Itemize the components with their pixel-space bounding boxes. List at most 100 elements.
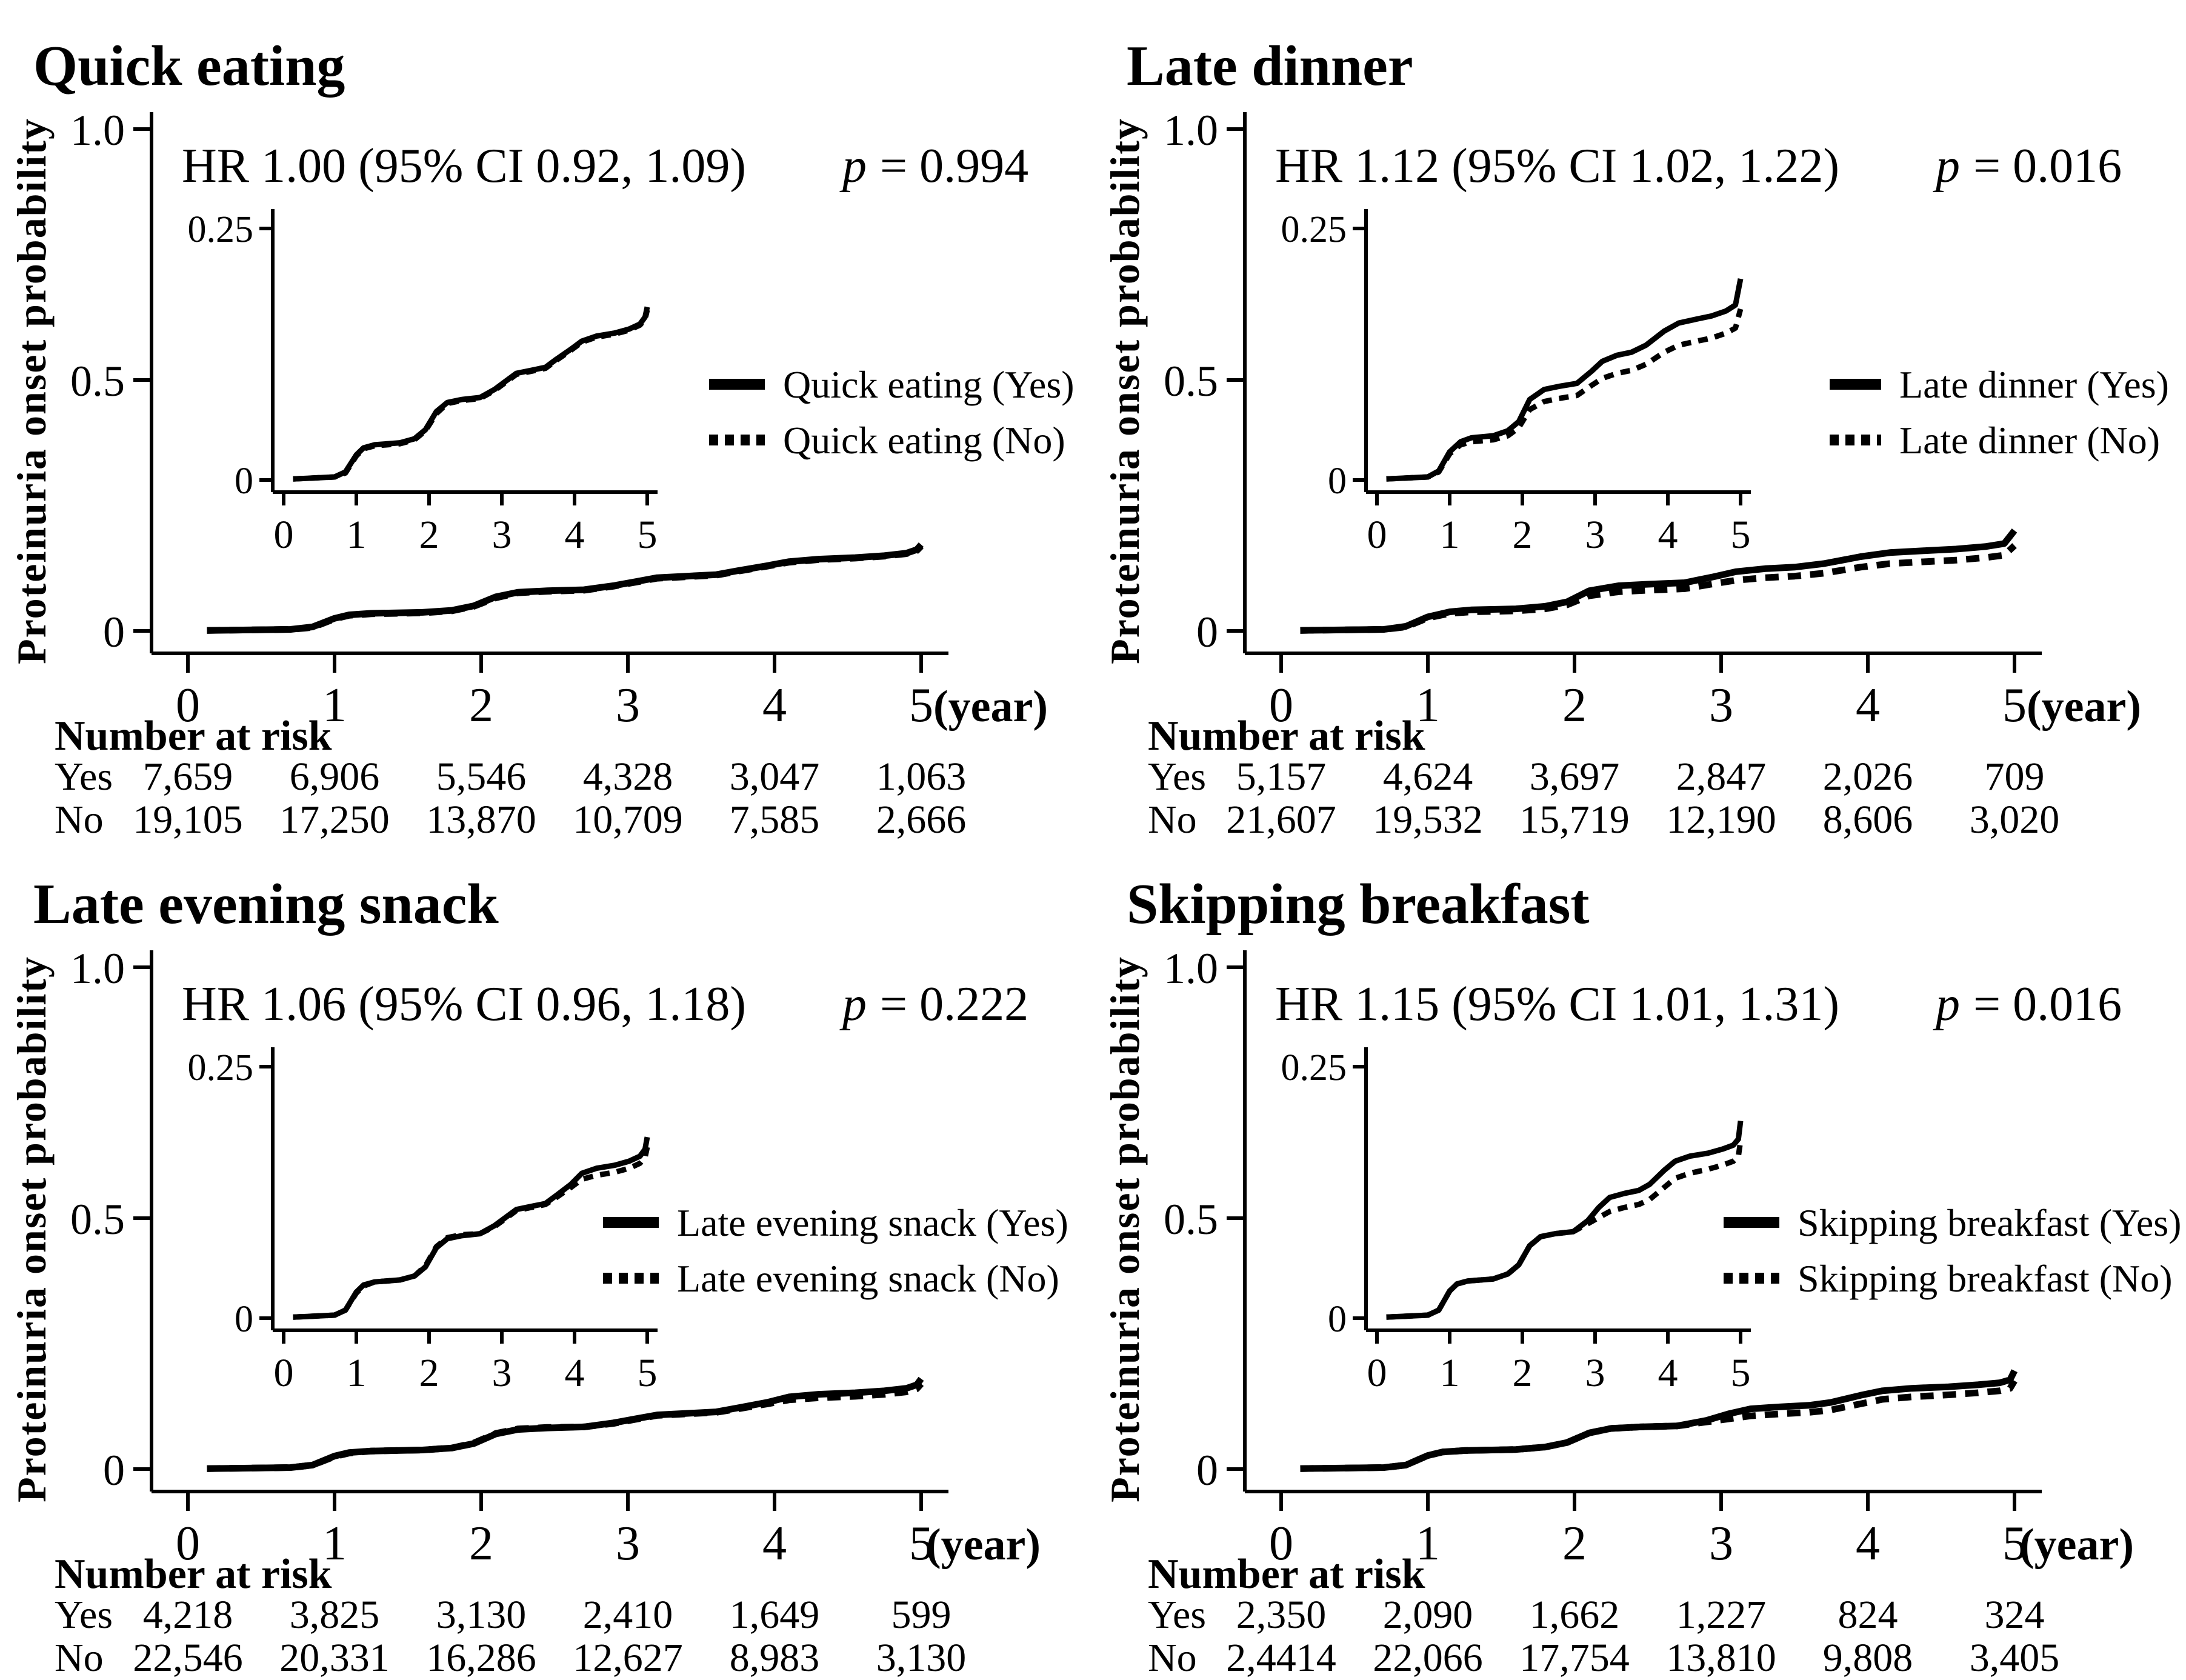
x-tick-label: 0	[1269, 679, 1293, 732]
inset-y-tick-label: 0.25	[188, 209, 254, 250]
risk-value-yes: 3,130	[436, 1593, 527, 1637]
inset-y-tick-label: 0	[1328, 461, 1347, 502]
p-symbol: p	[1933, 978, 1960, 1031]
risk-value-no: 12,627	[573, 1636, 683, 1680]
risk-value-yes: 824	[1838, 1593, 1898, 1637]
inset-axes: 0 0.25 0 1 2 3 4 5	[1281, 1047, 1751, 1395]
panel-title: Late evening snack	[33, 873, 499, 936]
panel-skipping-breakfast: Skipping breakfast HR 1.15 (95% CI 1.01,…	[1093, 838, 2186, 1680]
inset-curves	[293, 306, 650, 482]
risk-row-label-no: No	[1148, 798, 1197, 842]
inset-x-tick-label: 1	[1440, 1351, 1460, 1395]
main-axes: 0 0.5 1.0 0 1 2 3 4 5	[1164, 106, 2042, 732]
hr-text: HR 1.00 (95% CI 0.92, 1.09)	[182, 139, 746, 193]
inset-x-tick-label: 5	[1731, 513, 1751, 557]
x-axis-unit: (year)	[2027, 682, 2141, 732]
km-plot-quick-eating: Quick eating HR 1.00 (95% CI 0.92, 1.09)…	[8, 35, 1075, 842]
inset-x-tick-label: 2	[419, 1351, 439, 1395]
p-value: = 0.016	[1973, 978, 2122, 1031]
risk-value-no: 12,190	[1666, 798, 1776, 842]
main-curves	[207, 1376, 924, 1472]
risk-row-label-no: No	[1148, 1636, 1197, 1680]
risk-value-yes: 7,659	[143, 755, 233, 799]
inset-curve-yes	[293, 306, 650, 482]
x-axis-unit: (year)	[933, 682, 1048, 732]
panel-title: Quick eating	[33, 35, 345, 98]
risk-value-yes: 1,662	[1530, 1593, 1620, 1637]
inset-x-tick-label: 0	[1367, 513, 1387, 557]
x-tick-label: 4	[1856, 679, 1880, 732]
main-curves	[1300, 1369, 2018, 1472]
inset-x-tick-label: 0	[274, 513, 294, 557]
legend: Late dinner (Yes) Late dinner (No)	[1830, 363, 2169, 462]
x-tick-label: 0	[1269, 1517, 1293, 1570]
inset-x-tick-label: 2	[419, 513, 439, 557]
x-tick-label: 1	[322, 1517, 347, 1570]
p-value: = 0.016	[1973, 139, 2122, 193]
hr-annotation: HR 1.15 (95% CI 1.01, 1.31) p = 0.016	[1275, 978, 2122, 1031]
risk-value-no: 13,810	[1666, 1636, 1776, 1680]
risk-value-yes: 709	[1985, 755, 2045, 799]
inset-x-tick-label: 3	[1585, 1351, 1605, 1395]
inset-curve-no	[1386, 308, 1744, 482]
hr-annotation: HR 1.12 (95% CI 1.02, 1.22) p = 0.016	[1275, 139, 2122, 193]
risk-value-yes: 2,090	[1383, 1593, 1473, 1637]
inset-x-tick-label: 1	[347, 513, 367, 557]
panel-title: Late dinner	[1127, 35, 1413, 98]
x-tick-label: 1	[322, 679, 347, 732]
risk-value-no: 19,532	[1373, 798, 1483, 842]
risk-value-no: 22,066	[1373, 1636, 1483, 1680]
km-curve-no	[207, 544, 924, 634]
inset-y-tick-label: 0	[1328, 1299, 1347, 1340]
inset-y-tick-label: 0	[235, 1299, 253, 1340]
x-tick-label: 5	[909, 1517, 933, 1570]
risk-value-no: 19,105	[133, 798, 243, 842]
risk-value-no: 13,870	[426, 798, 536, 842]
inset-y-tick-label: 0.25	[188, 1047, 254, 1088]
y-tick-label: 0	[1196, 1446, 1218, 1495]
panel-quick-eating: Quick eating HR 1.00 (95% CI 0.92, 1.09)…	[0, 0, 1093, 842]
risk-value-yes: 5,546	[436, 755, 527, 799]
risk-row-label-yes: Yes	[55, 1593, 113, 1637]
y-tick-label: 0	[103, 1446, 125, 1495]
main-axes: 0 0.5 1.0 0 1 2 3 4 5	[1164, 944, 2042, 1570]
y-tick-label: 0.5	[70, 1195, 125, 1244]
x-tick-label: 5	[2002, 1517, 2027, 1570]
x-axis-unit: (year)	[926, 1520, 1041, 1570]
p-symbol: p	[1933, 139, 1960, 193]
x-tick-label: 4	[762, 679, 787, 732]
inset-x-tick-label: 0	[1367, 1351, 1387, 1395]
legend-label-yes: Late evening snack (Yes)	[677, 1201, 1068, 1244]
panel-late-dinner: Late dinner HR 1.12 (95% CI 1.02, 1.22) p…	[1093, 0, 2186, 842]
inset-curve-no	[1386, 1141, 1744, 1320]
x-tick-label: 5	[2002, 679, 2027, 732]
main-curves	[1300, 528, 2018, 634]
legend-label-no: Skipping breakfast (No)	[1798, 1257, 2173, 1300]
risk-value-yes: 2,350	[1236, 1593, 1327, 1637]
y-tick-label: 0	[1196, 608, 1218, 656]
x-tick-label: 4	[1856, 1517, 1880, 1570]
x-tick-label: 0	[176, 679, 200, 732]
km-plot-late-evening-snack: Late evening snack HR 1.06 (95% CI 0.96,…	[8, 873, 1068, 1680]
x-tick-label: 3	[616, 1517, 640, 1570]
inset-curve-no	[293, 1146, 650, 1320]
km-curve-no	[207, 1381, 924, 1472]
risk-value-yes: 3,825	[290, 1593, 380, 1637]
x-tick-label: 0	[176, 1517, 200, 1570]
risk-value-yes: 599	[891, 1593, 951, 1637]
inset-axes: 0 0.25 0 1 2 3 4 5	[188, 209, 658, 557]
risk-value-yes: 1,649	[730, 1593, 820, 1637]
risk-value-yes: 4,624	[1383, 755, 1473, 799]
risk-value-no: 2,4414	[1226, 1636, 1336, 1680]
y-tick-label: 1.0	[70, 944, 125, 993]
risk-value-yes: 5,157	[1236, 755, 1327, 799]
risk-value-no: 10,709	[573, 798, 683, 842]
risk-value-yes: 3,697	[1530, 755, 1620, 799]
x-tick-label: 2	[469, 679, 493, 732]
hr-text: HR 1.15 (95% CI 1.01, 1.31)	[1275, 978, 1839, 1031]
inset-curve-yes	[293, 1136, 650, 1320]
inset-curves	[1386, 1121, 1744, 1320]
risk-value-no: 3,020	[1970, 798, 2060, 842]
hr-annotation: HR 1.00 (95% CI 0.92, 1.09) p = 0.994	[182, 139, 1028, 193]
